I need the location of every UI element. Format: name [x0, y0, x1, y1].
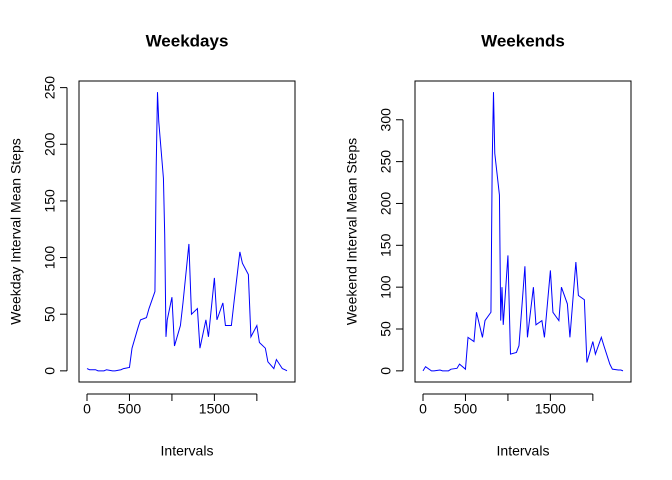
x-tick-label: 500 — [118, 401, 142, 417]
y-tick-label: 250 — [42, 76, 58, 100]
x-axis-label: Intervals — [161, 443, 214, 459]
data-line — [86, 92, 288, 372]
y-tick-label: 200 — [378, 192, 394, 216]
y-axis-label: Weekday Interval Mean Steps — [8, 138, 24, 325]
y-tick-label: 250 — [378, 150, 394, 174]
y-tick-label: 300 — [378, 108, 394, 132]
x-tick-label: 500 — [454, 401, 478, 417]
y-tick-label: 200 — [42, 132, 58, 156]
x-tick-label: 1500 — [199, 401, 230, 417]
x-tick-label: 0 — [83, 401, 91, 417]
plot-frame — [414, 80, 632, 383]
y-tick-label: 150 — [378, 233, 394, 257]
plot-frame — [78, 80, 296, 383]
x-tick-label: 1500 — [535, 401, 566, 417]
y-tick-label: 100 — [378, 275, 394, 299]
y-tick-label: 0 — [378, 367, 394, 375]
y-tick-label: 100 — [42, 246, 58, 270]
y-axis-label: Weekend Interval Mean Steps — [344, 138, 360, 325]
x-tick-label: 0 — [419, 401, 427, 417]
y-tick-label: 0 — [42, 367, 58, 375]
chart-title: Weekdays — [146, 31, 229, 50]
y-tick-label: 50 — [378, 321, 394, 337]
x-axis-label: Intervals — [497, 443, 550, 459]
data-line — [422, 92, 624, 372]
y-tick-label: 50 — [42, 306, 58, 322]
y-tick-label: 150 — [42, 189, 58, 213]
chart-title: Weekends — [481, 31, 565, 50]
